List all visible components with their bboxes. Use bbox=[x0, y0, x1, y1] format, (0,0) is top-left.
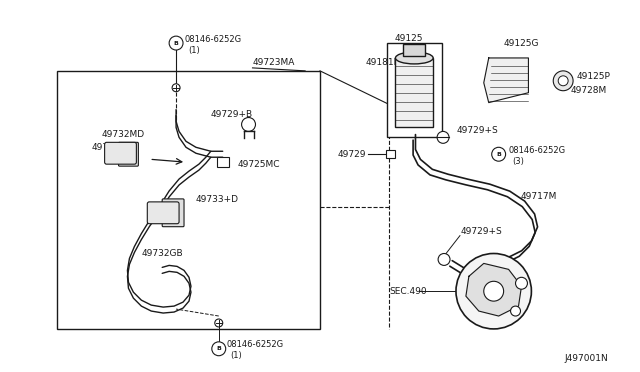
Text: 49723MA: 49723MA bbox=[253, 58, 295, 67]
Text: 49732MD: 49732MD bbox=[102, 130, 145, 139]
Text: B: B bbox=[216, 346, 221, 351]
Text: 49717M: 49717M bbox=[520, 192, 557, 201]
Text: 49125: 49125 bbox=[394, 33, 423, 43]
Circle shape bbox=[484, 281, 504, 301]
FancyBboxPatch shape bbox=[162, 199, 184, 227]
Text: 08146-6252G: 08146-6252G bbox=[509, 146, 566, 155]
Circle shape bbox=[553, 71, 573, 91]
Circle shape bbox=[511, 306, 520, 316]
Text: 49125P: 49125P bbox=[576, 72, 610, 81]
Circle shape bbox=[172, 84, 180, 92]
Text: SEC.490: SEC.490 bbox=[390, 287, 427, 296]
Text: 49733+D: 49733+D bbox=[92, 143, 134, 152]
Circle shape bbox=[212, 342, 226, 356]
Text: 49729+B: 49729+B bbox=[211, 110, 253, 119]
Circle shape bbox=[558, 76, 568, 86]
Bar bbox=[217, 157, 228, 167]
Ellipse shape bbox=[396, 52, 433, 64]
Circle shape bbox=[437, 131, 449, 143]
Polygon shape bbox=[484, 58, 529, 103]
Text: 49729+S: 49729+S bbox=[461, 227, 502, 236]
Text: 49725MC: 49725MC bbox=[237, 160, 280, 169]
FancyBboxPatch shape bbox=[104, 142, 136, 164]
Text: 49125G: 49125G bbox=[504, 39, 539, 48]
Circle shape bbox=[516, 277, 527, 289]
Text: 08146-6252G: 08146-6252G bbox=[227, 340, 284, 349]
Text: 49729+S: 49729+S bbox=[457, 126, 499, 135]
Text: B: B bbox=[173, 41, 179, 46]
Text: (1): (1) bbox=[188, 45, 200, 55]
Polygon shape bbox=[466, 263, 522, 316]
Text: (3): (3) bbox=[513, 157, 524, 166]
Bar bbox=[387, 43, 442, 137]
Text: 49729: 49729 bbox=[338, 150, 366, 159]
Text: 49728M: 49728M bbox=[570, 86, 606, 95]
Bar bbox=[385, 150, 396, 158]
Text: B: B bbox=[496, 152, 501, 157]
Circle shape bbox=[456, 253, 531, 329]
Circle shape bbox=[215, 319, 223, 327]
Text: 49733+D: 49733+D bbox=[196, 195, 239, 204]
Bar bbox=[57, 71, 320, 329]
Text: 08146-6252G: 08146-6252G bbox=[184, 35, 241, 44]
Circle shape bbox=[169, 36, 183, 50]
FancyBboxPatch shape bbox=[147, 202, 179, 224]
Text: 49181M: 49181M bbox=[365, 58, 402, 67]
FancyBboxPatch shape bbox=[118, 142, 138, 166]
Bar bbox=[396, 58, 433, 128]
Text: J497001N: J497001N bbox=[564, 354, 608, 363]
Circle shape bbox=[492, 147, 506, 161]
Circle shape bbox=[438, 253, 450, 265]
Text: (1): (1) bbox=[230, 351, 243, 360]
Text: 49732GB: 49732GB bbox=[141, 249, 183, 258]
Bar bbox=[403, 44, 425, 56]
Circle shape bbox=[241, 118, 255, 131]
